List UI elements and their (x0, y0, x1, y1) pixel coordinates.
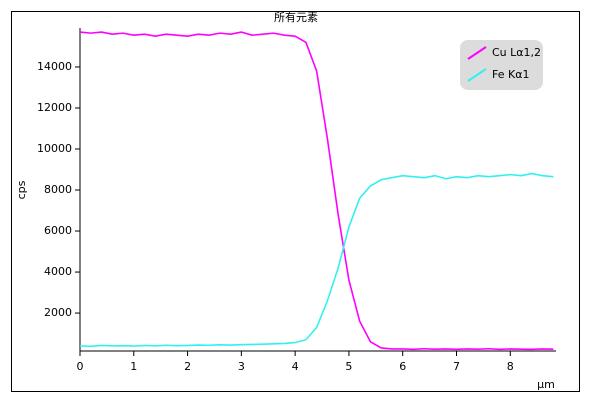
x-tick-label: 0 (77, 360, 84, 373)
chart-title: 所有元素 (274, 10, 318, 24)
y-tick-label: 14000 (37, 60, 72, 73)
legend-label: Fe Kα1 (492, 68, 529, 81)
y-tick-label: 8000 (44, 183, 72, 196)
series-line (79, 172, 554, 348)
y-tick-label: 6000 (44, 224, 72, 237)
x-tick-label: 7 (453, 360, 460, 373)
x-tick-label: 8 (507, 360, 514, 373)
x-tick-label: 1 (130, 360, 137, 373)
x-tick-label: 6 (399, 360, 406, 373)
y-tick-label: 4000 (44, 265, 72, 278)
y-tick-label: 12000 (37, 101, 72, 114)
legend-swatch (467, 68, 487, 82)
x-axis-label: µm (537, 378, 555, 391)
y-tick-label: 2000 (44, 306, 72, 319)
x-tick-label: 2 (184, 360, 191, 373)
legend-swatch (467, 46, 487, 60)
x-tick-label: 3 (238, 360, 245, 373)
legend-label: Cu Lα1,2 (492, 46, 541, 59)
y-axis-label: cps (15, 180, 28, 199)
x-tick-label: 5 (345, 360, 352, 373)
legend-box (460, 40, 543, 90)
x-tick-label: 4 (292, 360, 299, 373)
frame (11, 11, 580, 392)
series-line (79, 31, 554, 351)
y-tick-label: 10000 (37, 142, 72, 155)
